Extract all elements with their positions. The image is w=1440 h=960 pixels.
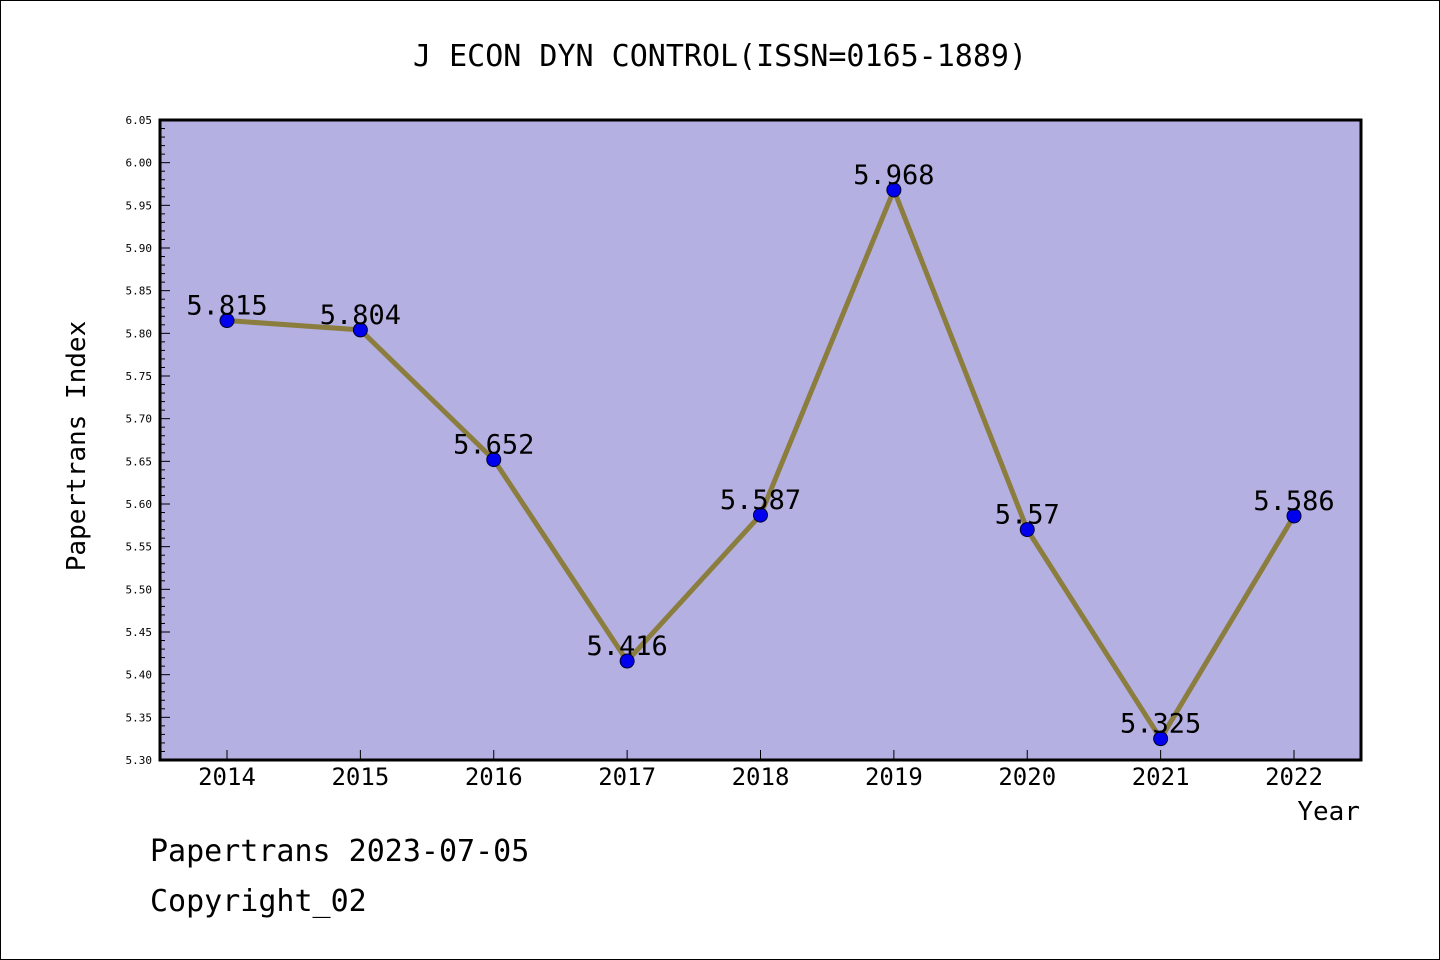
y-tick-label: 5.40 bbox=[126, 669, 153, 682]
y-tick-label: 5.60 bbox=[126, 498, 153, 511]
data-label: 5.416 bbox=[586, 631, 667, 662]
x-tick-label: 2016 bbox=[465, 763, 523, 791]
data-point bbox=[486, 452, 502, 468]
data-label: 5.815 bbox=[186, 291, 267, 322]
data-markers bbox=[219, 182, 1302, 747]
y-tick-label: 6.05 bbox=[126, 114, 153, 127]
y-tick-label: 5.30 bbox=[126, 754, 153, 767]
data-label: 5.586 bbox=[1253, 486, 1334, 517]
data-label: 5.325 bbox=[1120, 709, 1201, 740]
x-axis-ticks: 2014 2015 2016 2017 2018 2019 2020 2021 2022 bbox=[198, 750, 1323, 791]
y-tick-label: 5.80 bbox=[126, 327, 153, 340]
plot-area bbox=[158, 118, 1363, 762]
x-tick-label: 2021 bbox=[1132, 763, 1190, 791]
x-tick-label: 2014 bbox=[198, 763, 256, 791]
chart-title: J ECON DYN CONTROL(ISSN=0165-1889) bbox=[413, 39, 1027, 74]
y-axis-label: Papertrans Index bbox=[62, 321, 92, 571]
x-tick-label: 2015 bbox=[331, 763, 389, 791]
data-point bbox=[1019, 522, 1035, 538]
data-label: 5.968 bbox=[853, 160, 934, 191]
y-tick-label: 5.90 bbox=[126, 242, 153, 255]
data-label: 5.587 bbox=[720, 485, 801, 516]
data-label: 5.652 bbox=[453, 430, 534, 461]
y-tick-label: 6.00 bbox=[126, 157, 153, 170]
data-label: 5.57 bbox=[995, 500, 1060, 531]
x-tick-label: 2020 bbox=[998, 763, 1056, 791]
data-point bbox=[886, 182, 902, 198]
y-tick-label: 5.45 bbox=[126, 626, 153, 639]
data-point bbox=[619, 653, 635, 669]
y-tick-label: 5.70 bbox=[126, 413, 153, 426]
y-tick-label: 5.35 bbox=[126, 711, 153, 724]
data-point bbox=[1153, 731, 1169, 747]
x-axis-label: Year bbox=[1297, 797, 1360, 827]
y-axis-ticks: 5.30 5.35 5.40 5.45 5.50 5.55 5.60 5.65 5.70 5.75… bbox=[126, 114, 170, 767]
data-labels: 5.815 5.804 5.652 5.416 5.587 5.968 5.57 5.325 5… bbox=[186, 160, 1334, 740]
y-tick-label: 5.95 bbox=[126, 199, 153, 212]
data-point bbox=[352, 322, 368, 338]
y-tick-label: 5.85 bbox=[126, 285, 153, 298]
y-tick-label: 5.75 bbox=[126, 370, 153, 383]
data-label: 5.804 bbox=[320, 300, 401, 331]
data-point bbox=[753, 507, 768, 523]
footer-date-text: Papertrans 2023-07-05 bbox=[150, 834, 530, 869]
x-tick-label: 2018 bbox=[732, 763, 790, 791]
data-point bbox=[219, 313, 235, 329]
data-point bbox=[1286, 508, 1302, 524]
x-tick-label: 2017 bbox=[598, 763, 656, 791]
y-tick-label: 5.55 bbox=[126, 541, 153, 554]
x-tick-label: 2019 bbox=[865, 763, 923, 791]
footer-copyright-text: Copyright_02 bbox=[150, 884, 367, 919]
y-tick-label: 5.50 bbox=[126, 583, 153, 596]
y-tick-label: 5.65 bbox=[126, 455, 153, 468]
x-tick-label: 2022 bbox=[1265, 763, 1323, 791]
